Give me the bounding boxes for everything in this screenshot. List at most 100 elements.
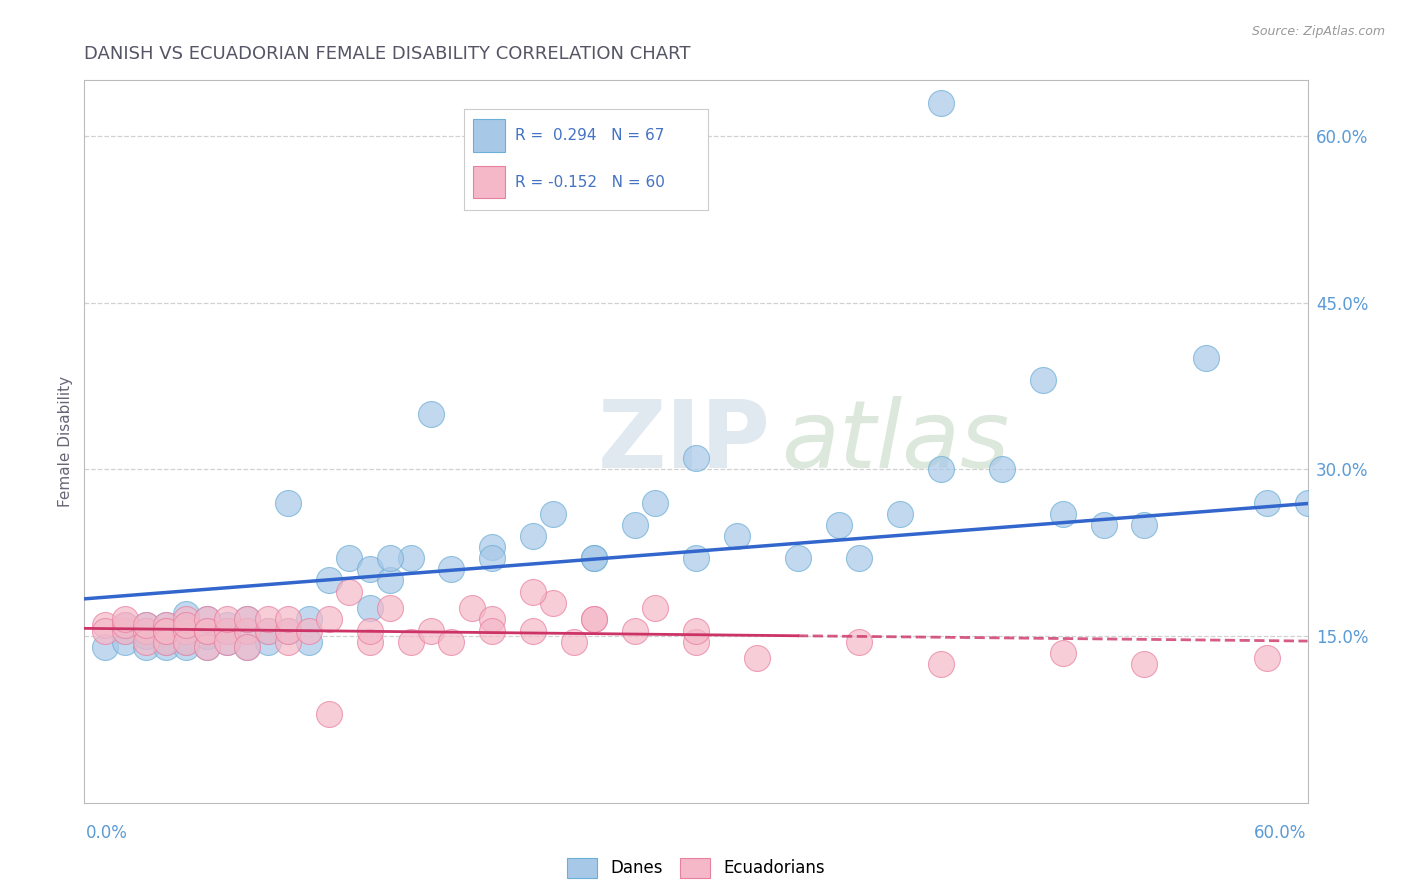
Point (359, 562, 381, 576)
Point (359, 624, 381, 638)
Point (217, 624, 239, 638)
Point (135, 624, 157, 638)
Point (155, 618, 177, 632)
Point (1256, 651, 1278, 665)
Point (93, 640, 115, 655)
Point (889, 507, 911, 521)
Point (155, 634, 177, 648)
Point (195, 624, 218, 638)
Point (114, 612, 136, 626)
Point (522, 529, 544, 543)
Point (174, 634, 197, 648)
Point (298, 612, 321, 626)
Point (399, 634, 422, 648)
Point (318, 574, 340, 588)
Point (277, 634, 299, 648)
Point (685, 634, 707, 648)
Point (583, 612, 606, 626)
Point (420, 407, 443, 421)
Point (277, 624, 299, 638)
Point (624, 517, 647, 532)
Point (481, 624, 503, 638)
Text: Source: ZipAtlas.com: Source: ZipAtlas.com (1251, 25, 1385, 38)
Point (236, 612, 259, 626)
Point (114, 618, 136, 632)
Point (685, 451, 707, 466)
Point (277, 496, 299, 510)
Point (461, 601, 484, 615)
Point (1133, 657, 1156, 671)
Point (114, 634, 136, 648)
Point (828, 517, 851, 532)
Point (318, 706, 340, 721)
Point (359, 634, 381, 648)
Point (135, 629, 157, 643)
Point (298, 634, 321, 648)
Point (174, 634, 197, 648)
Point (195, 640, 218, 655)
Point (685, 624, 707, 638)
Point (236, 640, 259, 655)
Point (257, 624, 280, 638)
Point (195, 612, 218, 626)
Point (174, 624, 197, 638)
Point (787, 551, 810, 566)
Point (848, 551, 870, 566)
Point (1052, 507, 1074, 521)
Point (440, 562, 463, 576)
Point (155, 618, 177, 632)
Legend: Danes, Ecuadorians: Danes, Ecuadorians (561, 851, 831, 885)
Point (135, 618, 157, 632)
Point (217, 634, 239, 648)
Point (217, 624, 239, 638)
Point (217, 634, 239, 648)
Text: ZIP: ZIP (598, 395, 770, 488)
Point (93, 618, 115, 632)
Point (135, 618, 157, 632)
Point (155, 640, 177, 655)
Point (155, 634, 177, 648)
Point (174, 624, 197, 638)
Point (155, 624, 177, 638)
Text: atlas: atlas (782, 396, 1010, 487)
Point (174, 607, 197, 621)
Point (583, 551, 606, 566)
Point (624, 624, 647, 638)
Point (195, 612, 218, 626)
Point (399, 551, 422, 566)
Point (481, 540, 503, 554)
Point (195, 624, 218, 638)
Point (298, 624, 321, 638)
Point (1256, 496, 1278, 510)
Point (114, 624, 136, 638)
Point (135, 624, 157, 638)
Point (380, 574, 402, 588)
Text: 60.0%: 60.0% (1254, 824, 1306, 842)
Point (339, 551, 361, 566)
Point (236, 612, 259, 626)
Point (93, 624, 115, 638)
Point (929, 657, 952, 671)
Point (991, 462, 1014, 476)
Point (1032, 373, 1054, 387)
Point (217, 612, 239, 626)
Point (277, 612, 299, 626)
Point (114, 618, 136, 632)
Text: 0.0%: 0.0% (86, 824, 128, 842)
Point (318, 612, 340, 626)
Point (543, 596, 565, 610)
Point (685, 551, 707, 566)
Point (929, 95, 952, 110)
Point (481, 551, 503, 566)
Point (543, 507, 565, 521)
Point (747, 651, 769, 665)
Point (195, 629, 218, 643)
Point (174, 618, 197, 632)
Point (929, 462, 952, 476)
Point (217, 618, 239, 632)
Point (1133, 517, 1156, 532)
Point (155, 624, 177, 638)
Point (1195, 351, 1218, 366)
Point (644, 496, 666, 510)
Text: DANISH VS ECUADORIAN FEMALE DISABILITY CORRELATION CHART: DANISH VS ECUADORIAN FEMALE DISABILITY C… (84, 45, 690, 63)
